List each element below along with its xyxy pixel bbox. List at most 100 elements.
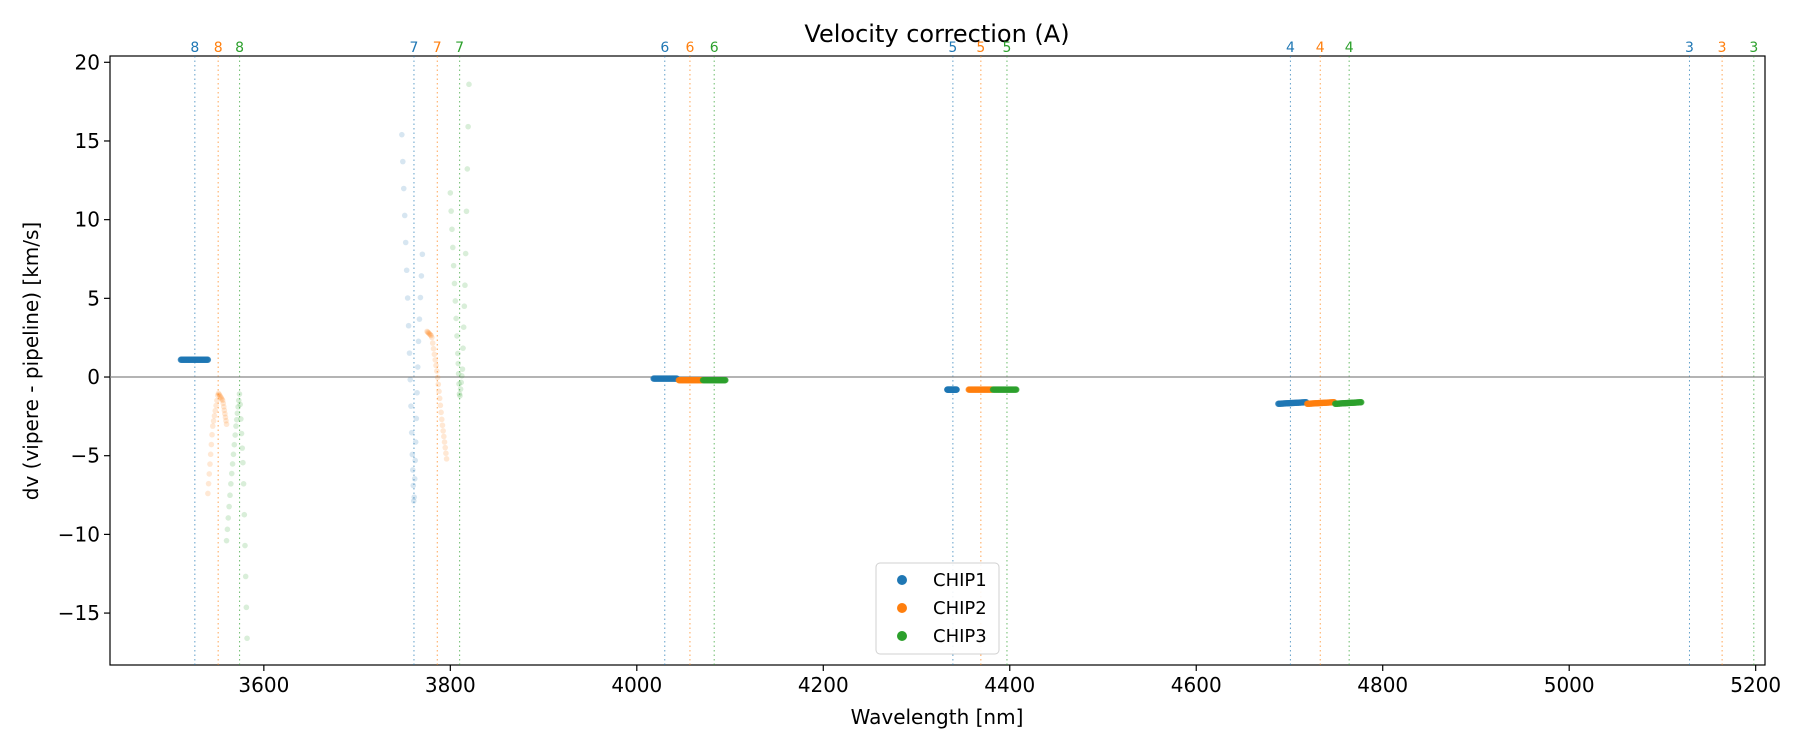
data-point [239,445,246,451]
data-point [208,441,215,448]
data-point [234,410,241,417]
data-point [230,451,237,458]
data-point [240,459,246,466]
x-tick-label: 4200 [798,673,849,697]
data-point [419,251,426,258]
data-point [463,208,470,215]
order-label: 8 [190,40,199,56]
data-point [1013,386,1020,393]
data-point [229,461,236,467]
data-point [1358,399,1365,406]
data-point [225,515,232,521]
data-point [217,394,224,400]
chart-title: Velocity correction (A) [804,20,1069,48]
data-point [219,396,225,402]
data-point [443,450,449,457]
data-point [429,334,435,341]
data-point [214,392,221,399]
data-point [233,416,240,423]
data-point [215,390,222,397]
x-axis-ticks: 3600 3800 4000 4200 4400 4600 4800 5000 5200 [238,665,1781,697]
data-point [240,480,247,487]
x-tick-label: 5000 [1544,673,1595,697]
data-point [433,362,439,369]
data-point [408,429,415,436]
data-point [209,423,216,429]
data-point [453,315,459,322]
data-point [449,226,455,233]
data-point [436,395,443,402]
data-point [223,537,230,544]
data-point [204,356,212,363]
y-axis-ticks: 20 15 10 5 0 −5 −10 −15 [58,50,110,625]
data-point [223,421,230,428]
data-point [412,457,419,464]
y-tick-label: −5 [71,444,100,468]
data-point [434,368,440,374]
data-point [456,391,463,397]
order-label: 4 [1286,40,1295,56]
data-point [428,332,434,339]
data-point [425,329,432,336]
order-label: 6 [660,40,669,56]
x-tick-label: 4000 [611,673,662,697]
data-point [438,416,445,423]
order-label: 7 [455,40,464,56]
data-point [427,332,434,338]
legend-marker [897,631,907,641]
data-point [418,273,425,279]
data-point [406,350,413,356]
data-point [454,350,461,357]
data-point [242,542,248,549]
legend-label: CHIP1 [933,570,987,591]
y-tick-label: 5 [87,286,100,310]
data-point [438,409,444,416]
data-point [424,328,430,335]
data-point [441,433,447,440]
order-label: 3 [1685,40,1694,56]
data-point [424,329,431,335]
data-point [441,439,448,445]
x-tick-label: 4600 [1171,673,1222,697]
data-point [953,386,960,393]
x-axis-label: Wavelength [nm] [851,705,1024,729]
data-point [431,351,438,358]
data-point [417,294,424,301]
data-point [243,604,250,611]
data-point [218,395,225,401]
data-point [451,280,458,287]
data-point [227,492,233,499]
order-label: 3 [1718,40,1727,56]
y-tick-label: 0 [87,365,100,389]
data-point [400,158,406,165]
data-point [213,402,219,409]
data-point [458,379,465,386]
data-point [214,397,220,404]
data-point [205,480,212,487]
data-point [459,366,466,372]
x-tick-label: 4800 [1357,673,1408,697]
data-point [462,282,468,289]
order-label: 5 [1003,40,1012,56]
data-point [236,391,243,397]
data-point [459,372,465,379]
data-point [226,503,232,510]
data-point [439,422,446,429]
y-tick-label: 20 [75,50,100,74]
data-point [426,331,433,337]
order-label: 6 [710,40,719,56]
data-point [235,397,242,404]
data-point [416,316,423,322]
data-point [221,407,228,414]
data-point [212,407,219,414]
data-point [207,461,213,467]
data-point [426,330,432,337]
data-point [410,482,417,489]
data-point [205,490,211,497]
x-tick-label: 3800 [425,673,476,697]
data-point [440,428,446,434]
legend-marker [897,575,907,585]
data-point [241,511,248,518]
data-point [399,131,405,138]
